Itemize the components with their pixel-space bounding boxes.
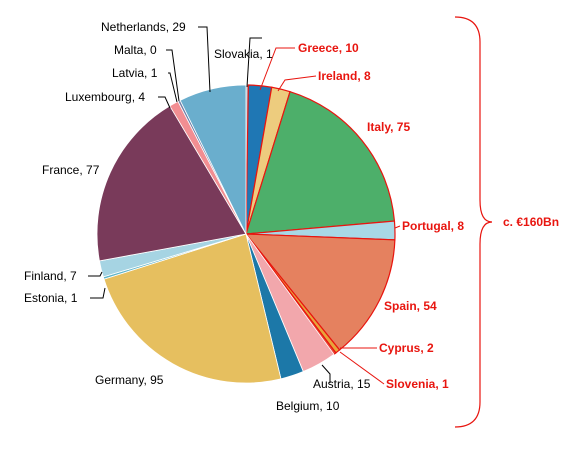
slice-label-malta: Malta, 0 bbox=[114, 43, 157, 57]
pie-slice-netherlands bbox=[179, 84, 247, 235]
slice-label-portugal: Portugal, 8 bbox=[402, 219, 464, 233]
leader-line-finland bbox=[88, 271, 103, 277]
pie-slice-spain bbox=[244, 233, 396, 351]
slice-label-germany: Germany, 95 bbox=[95, 373, 164, 387]
slice-label-austria: Austria, 15 bbox=[313, 377, 371, 391]
slice-label-belgium: Belgium, 10 bbox=[276, 399, 340, 413]
leader-line-slovenia bbox=[339, 351, 385, 385]
slice-label-luxembourg: Luxembourg, 4 bbox=[65, 90, 145, 104]
slice-label-latvia: Latvia, 1 bbox=[112, 66, 158, 80]
bracket-line bbox=[454, 16, 493, 428]
leader-line-latvia bbox=[168, 72, 178, 103]
bracket-group: c. €160Bn bbox=[454, 16, 559, 428]
slice-label-slovenia: Slovenia, 1 bbox=[386, 377, 449, 391]
leader-line-luxembourg bbox=[158, 96, 171, 109]
label-leaders bbox=[88, 26, 401, 385]
leader-line-greece bbox=[259, 47, 295, 91]
slice-label-slovakia: Slovakia, 1 bbox=[214, 47, 273, 61]
bracket-label: c. €160Bn bbox=[503, 215, 559, 229]
slice-label-spain: Spain, 54 bbox=[384, 299, 437, 313]
leader-line-slovakia bbox=[246, 37, 262, 88]
pie-slice-germany bbox=[103, 233, 282, 384]
leader-line-ireland bbox=[277, 75, 317, 92]
leader-line-austria bbox=[321, 364, 331, 383]
slice-label-cyprus: Cyprus, 2 bbox=[379, 341, 434, 355]
slice-label-finland: Finland, 7 bbox=[24, 269, 77, 283]
leader-line-portugal bbox=[394, 225, 401, 229]
pie-slice-france bbox=[96, 105, 247, 262]
leader-line-netherlands bbox=[198, 26, 211, 93]
leader-line-malta bbox=[166, 49, 180, 102]
slice-label-netherlands: Netherlands, 29 bbox=[101, 20, 186, 34]
pie-slices bbox=[96, 84, 396, 384]
slice-label-france: France, 77 bbox=[42, 163, 100, 177]
slice-label-estonia: Estonia, 1 bbox=[24, 291, 78, 305]
slice-label-italy: Italy, 75 bbox=[367, 120, 410, 134]
slice-label-greece: Greece, 10 bbox=[298, 41, 359, 55]
slice-labels: Slovakia, 1 Greece, 10 Ireland, 8 Italy, 75… bbox=[24, 20, 464, 413]
slice-label-ireland: Ireland, 8 bbox=[318, 69, 371, 83]
leader-line-estonia bbox=[90, 287, 106, 299]
pie-slice-italy bbox=[245, 90, 396, 235]
